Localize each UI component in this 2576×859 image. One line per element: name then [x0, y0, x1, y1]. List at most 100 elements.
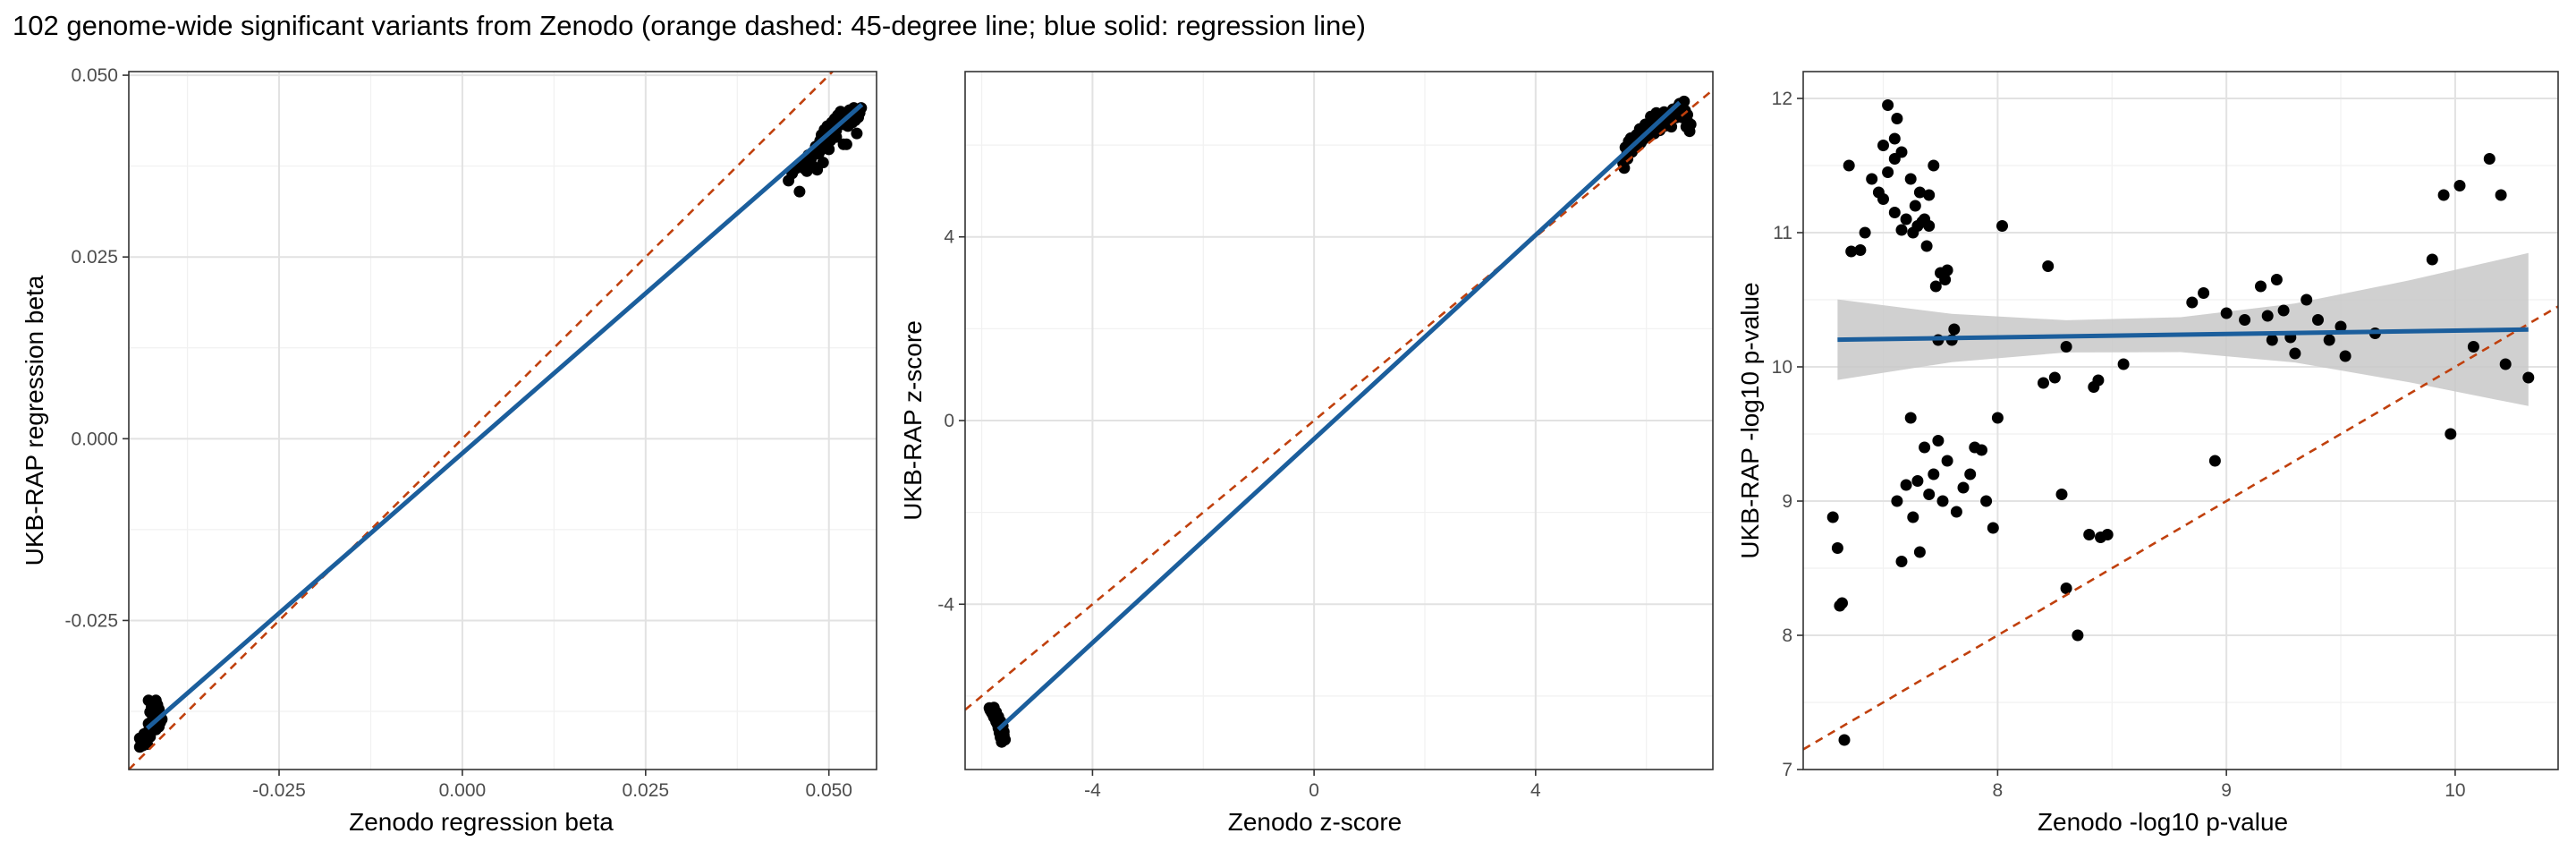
- identity-line: [128, 71, 834, 770]
- data-point: [1826, 511, 1839, 523]
- data-point: [2467, 341, 2479, 353]
- data-point: [1913, 186, 1926, 199]
- data-point: [1854, 244, 1867, 256]
- data-point: [793, 185, 806, 198]
- data-point: [2239, 314, 2251, 326]
- data-point: [2198, 287, 2210, 299]
- data-point: [2101, 529, 2114, 540]
- panel-border: [1802, 71, 2559, 770]
- y-axis-label: UKB-RAP regression beta: [21, 275, 48, 566]
- data-point: [851, 127, 863, 140]
- data-point: [1900, 479, 1912, 491]
- data-point: [1932, 435, 1945, 447]
- data-point: [2445, 428, 2457, 440]
- data-point: [2483, 153, 2496, 165]
- x-tick-label: 8: [1993, 780, 2004, 801]
- data-point: [1682, 108, 1693, 121]
- x-tick-label: 4: [1530, 780, 1541, 801]
- data-point: [2055, 489, 2068, 500]
- data-point: [1907, 511, 1919, 523]
- data-point: [2042, 260, 2055, 272]
- data-point: [1987, 522, 1999, 534]
- data-point: [1939, 274, 1952, 285]
- data-point: [1895, 224, 1908, 236]
- data-point: [1888, 132, 1901, 145]
- data-point: [997, 732, 1010, 744]
- data-point: [2495, 189, 2507, 201]
- data-point: [1888, 207, 1901, 218]
- data-point: [1919, 441, 1931, 454]
- data-point: [1923, 189, 1936, 201]
- data-point: [1843, 159, 1855, 172]
- data-point: [1928, 468, 1940, 481]
- x-tick-label: 9: [2221, 780, 2232, 801]
- data-point: [1845, 245, 1858, 258]
- data-point: [2270, 274, 2283, 285]
- data-point: [817, 157, 829, 169]
- data-point: [2038, 377, 2049, 389]
- data-point: [1877, 193, 1889, 205]
- identity-line: [1802, 305, 2559, 751]
- data-point: [2339, 350, 2351, 362]
- data-point: [1948, 323, 1961, 336]
- confidence-band: [1837, 252, 2529, 406]
- data-point: [1866, 173, 1878, 185]
- data-point: [1684, 118, 1697, 131]
- data-point: [2220, 307, 2233, 319]
- panel-border: [128, 71, 877, 770]
- data-point: [1941, 455, 1953, 467]
- data-point: [1936, 495, 1949, 507]
- data-point: [2426, 253, 2438, 266]
- data-point: [1904, 412, 1917, 424]
- y-tick-label: 10: [1772, 357, 1792, 378]
- data-point: [798, 162, 810, 174]
- data-point: [1670, 111, 1682, 123]
- data-point: [2208, 455, 2221, 467]
- y-tick-label: 9: [1782, 491, 1792, 512]
- data-point: [2323, 334, 2335, 346]
- data-point: [2522, 371, 2535, 384]
- x-tick-label: -0.025: [252, 780, 306, 801]
- data-point: [2437, 189, 2450, 201]
- data-point: [133, 741, 146, 753]
- data-point: [1888, 153, 1901, 165]
- data-point: [1836, 597, 1848, 609]
- data-point: [2289, 347, 2301, 360]
- x-tick-label: 0.025: [623, 780, 670, 801]
- data-point: [2499, 358, 2512, 370]
- y-tick-label: 12: [1772, 89, 1792, 109]
- data-point: [2072, 629, 2084, 642]
- y-axis-label: UKB-RAP z-score: [899, 320, 927, 521]
- data-point: [1916, 216, 1928, 228]
- y-tick-label: 11: [1773, 223, 1792, 243]
- y-tick-label: 0.025: [71, 247, 118, 268]
- data-point: [2266, 334, 2278, 346]
- data-point: [1877, 140, 1889, 151]
- y-tick-label: -0.025: [64, 610, 118, 631]
- data-point: [1957, 481, 1970, 494]
- data-point: [1882, 166, 1894, 178]
- x-tick-label: 0: [1309, 780, 1319, 801]
- x-axis-label: Zenodo regression beta: [349, 808, 614, 836]
- data-point: [2312, 314, 2324, 326]
- data-point: [2083, 529, 2096, 540]
- plot-area: [1803, 72, 2558, 770]
- data-point: [1996, 220, 2008, 232]
- y-tick-label: 0: [944, 411, 954, 431]
- y-axis-label: UKB-RAP -log10 p-value: [1736, 282, 1764, 558]
- y-tick-label: 0.000: [71, 429, 118, 449]
- data-point: [151, 702, 164, 714]
- data-point: [1882, 99, 1894, 111]
- data-point: [1920, 240, 1933, 252]
- data-point: [1941, 264, 1953, 276]
- panel-pvalue: Zenodo -log10 p-value UKB-RAP -log10 p-v…: [1736, 71, 2559, 836]
- data-point: [1980, 495, 1993, 507]
- data-point: [1900, 213, 1912, 225]
- data-point: [2255, 280, 2267, 293]
- data-point: [1895, 556, 1908, 567]
- y-tick-label: 0.050: [71, 65, 118, 86]
- data-point: [2186, 296, 2199, 309]
- data-point: [1913, 546, 1926, 558]
- data-point: [1964, 468, 1977, 481]
